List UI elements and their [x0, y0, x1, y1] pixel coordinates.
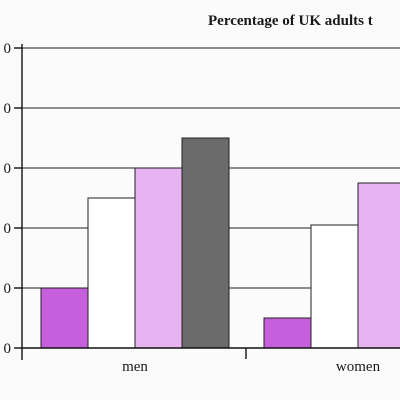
axes	[14, 44, 400, 360]
bars	[40, 137, 400, 349]
y-tick-label: 0	[4, 281, 12, 297]
x-tick-label-men: men	[122, 359, 148, 375]
chart-title: Percentage of UK adults t	[208, 13, 373, 29]
bar-men-4	[181, 137, 230, 349]
y-tick-label: 0	[4, 101, 12, 117]
bar-men-2	[87, 197, 136, 349]
y-tick-label: 0	[4, 221, 12, 237]
bar-men-3	[134, 167, 183, 349]
bar-women-2	[310, 224, 359, 349]
x-tick-label-women: women	[336, 359, 381, 375]
y-tick-label: 0	[4, 161, 12, 177]
y-tick-label: 0	[4, 41, 12, 57]
axis-labels: 0 0 0 0 0 0 men women	[4, 41, 381, 375]
y-tick-label: 0	[4, 341, 12, 357]
bar-women-1	[263, 317, 312, 349]
bar-men-1	[40, 287, 89, 349]
bar-women-3	[357, 182, 400, 349]
